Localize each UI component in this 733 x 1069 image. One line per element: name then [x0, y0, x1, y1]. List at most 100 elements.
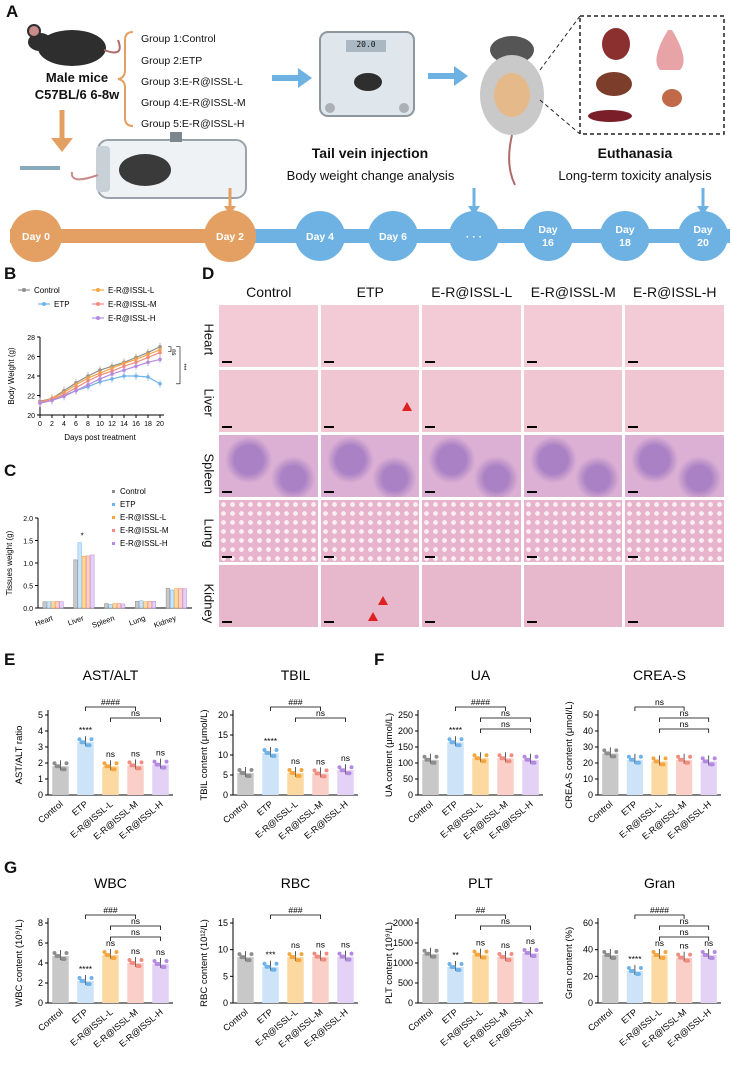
data-point — [700, 950, 705, 954]
data-point — [312, 951, 317, 956]
bar — [472, 954, 489, 1003]
data-point — [89, 976, 94, 980]
data-point — [139, 760, 144, 765]
y-tick-label: 40 — [583, 945, 593, 955]
data-point — [688, 952, 693, 957]
bar — [151, 601, 156, 609]
bar — [602, 955, 619, 1003]
data-point — [474, 756, 479, 761]
data-point — [287, 768, 292, 772]
data-point — [422, 754, 427, 759]
timeline-node — [204, 210, 256, 262]
data-point — [432, 954, 437, 959]
euthanasia-title: Euthanasia — [597, 145, 673, 161]
dissected-mouse-icon — [480, 36, 544, 186]
data-point — [158, 357, 162, 362]
bracket-label: ns — [131, 708, 140, 718]
data-point — [289, 955, 294, 960]
data-point — [636, 760, 641, 765]
histology-column-label: ETP — [356, 284, 384, 300]
bar — [46, 601, 51, 609]
y-tick-label: 0.0 — [23, 606, 33, 613]
y-axis-label: Body Weight (g) — [7, 347, 16, 405]
y-axis-label: RBC content (10¹²/L) — [199, 919, 210, 1007]
significance-label: ns — [704, 938, 713, 948]
data-point — [137, 964, 142, 968]
bracket — [480, 925, 531, 930]
y-tick-label: 1500 — [393, 938, 413, 948]
histology-image — [422, 500, 521, 562]
y-tick-label: 4 — [38, 958, 43, 968]
data-point — [146, 355, 150, 360]
bar — [675, 759, 693, 795]
y-tick-label: 2000 — [393, 918, 413, 928]
x-tick-label: 8 — [86, 421, 90, 428]
scale-bar — [526, 426, 537, 428]
chart-title: CREA-S — [633, 667, 686, 683]
scale-bar — [222, 426, 232, 428]
y-tick-label: 4 — [38, 726, 43, 736]
scale-bar — [526, 491, 537, 493]
group-3-label: Group 3:E-R@ISSL-L — [141, 76, 243, 88]
panel-d-histology: Control ETP E-R@ISSL-L E-R@ISSL-M E-R@ISSL-H… — [200, 280, 733, 645]
bracket — [659, 717, 710, 722]
legend-label: E-R@ISSL-L — [108, 286, 155, 295]
y-tick-label: 2 — [38, 978, 43, 988]
y-tick-label: 150 — [398, 742, 413, 752]
data-point — [337, 765, 342, 770]
x-tick-label: ETP — [619, 799, 639, 818]
data-point — [457, 743, 462, 748]
panel-letter-b: B — [4, 264, 17, 283]
scale-bar — [425, 491, 435, 493]
data-point — [79, 979, 84, 983]
data-point — [62, 767, 67, 772]
data-point — [299, 768, 304, 772]
legend-label: ETP — [120, 500, 136, 509]
data-point — [449, 740, 454, 745]
legend-marker — [96, 288, 100, 292]
bracket-label: ns — [501, 719, 510, 729]
y-tick-label: 0 — [223, 998, 228, 1008]
significance-label: ns — [341, 940, 350, 950]
data-point — [497, 753, 502, 758]
y-tick-label: 0.5 — [23, 584, 33, 591]
x-tick-label: ETP — [619, 1007, 639, 1026]
bracket — [176, 346, 181, 385]
x-tick-label: ETP — [440, 1007, 460, 1026]
bracket-label: ns — [316, 708, 325, 718]
lesion-arrow-icon — [377, 596, 388, 605]
bracket-label: #### — [471, 697, 490, 707]
data-point — [129, 961, 134, 965]
data-point — [482, 759, 487, 764]
bracket — [270, 706, 321, 711]
data-point — [710, 762, 715, 767]
x-tick-label: Control — [406, 1007, 435, 1033]
bar — [102, 955, 119, 1003]
data-point — [339, 954, 344, 959]
data-point — [112, 767, 117, 772]
significance-label: ns — [501, 940, 510, 950]
histology-image — [219, 305, 318, 367]
bar — [700, 955, 717, 1003]
bar — [81, 556, 86, 609]
bar — [522, 953, 539, 1003]
data-point — [638, 966, 643, 970]
mouse-strain: C57BL/6 6-8w — [34, 87, 120, 102]
legend-marker — [96, 302, 100, 306]
data-point — [700, 756, 705, 761]
histology-column-label: Control — [246, 284, 292, 300]
bar — [651, 761, 668, 795]
y-tick-label: 100 — [398, 758, 413, 768]
data-point — [676, 952, 681, 957]
significance-label: ns — [316, 940, 325, 950]
data-point — [472, 949, 477, 954]
bar — [497, 758, 514, 795]
data-point — [239, 771, 244, 775]
bar — [262, 753, 279, 795]
bracket — [295, 717, 346, 722]
bar — [139, 600, 144, 609]
data-point — [432, 760, 437, 765]
data-point — [522, 948, 527, 952]
data-point — [239, 955, 244, 960]
scale-bar — [323, 491, 334, 493]
